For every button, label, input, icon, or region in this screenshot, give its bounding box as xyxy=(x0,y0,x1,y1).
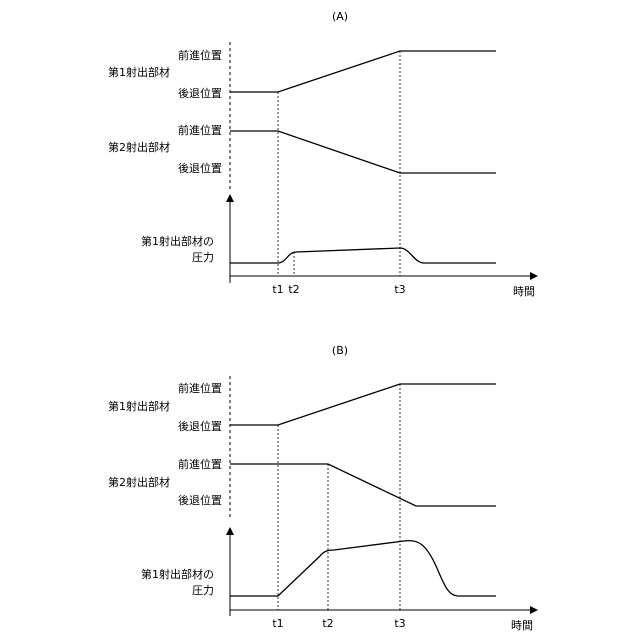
panel-b-t3-label: t3 xyxy=(394,617,405,630)
panel-a-pressure-curve xyxy=(230,248,496,263)
panel-b-pressure-label-2: 圧力 xyxy=(192,584,214,597)
panel-a-pressure-label-1: 第1射出部材の xyxy=(141,234,214,248)
panel-a-t3-label: t3 xyxy=(394,283,405,296)
panel-b-title: (B) xyxy=(332,344,348,357)
panel-a-member2-curve xyxy=(230,131,496,173)
panel-b-member1-label: 第1射出部材 xyxy=(108,399,170,413)
panel-a-pressure-label-2: 圧力 xyxy=(192,251,214,264)
panel-a-t1-label: t1 xyxy=(272,283,283,296)
panel-a-t2-label: t2 xyxy=(288,283,299,296)
panel-b-t2-label: t2 xyxy=(322,617,333,630)
panel-b-m1-forward-label: 前進位置 xyxy=(178,381,222,395)
panel-b-m1-retract-label: 後退位置 xyxy=(178,419,222,433)
panel-b: (B) 前進位置 第1射出部材 後退位置 前進位置 第2射出部材 後退位置 第1… xyxy=(108,344,536,632)
panel-b-t1-label: t1 xyxy=(272,617,283,630)
panel-a-m1-retract-label: 後退位置 xyxy=(178,86,222,100)
panel-a-member1-curve xyxy=(230,51,496,92)
panel-a-time-label: 時間 xyxy=(513,285,535,298)
panel-b-m2-retract-label: 後退位置 xyxy=(178,493,222,507)
panel-b-pressure-label-1: 第1射出部材の xyxy=(141,567,214,581)
panel-b-m2-forward-label: 前進位置 xyxy=(178,457,222,471)
panel-a-m2-forward-label: 前進位置 xyxy=(178,123,222,137)
panel-a-member2-label: 第2射出部材 xyxy=(108,140,170,154)
panel-a-m1-forward-label: 前進位置 xyxy=(178,48,222,62)
panel-b-pressure-curve xyxy=(230,541,496,596)
panel-a-m2-retract-label: 後退位置 xyxy=(178,161,222,175)
panel-b-member1-curve xyxy=(230,384,496,425)
panel-a-title: (A) xyxy=(332,10,348,23)
panel-a: (A) 前進位置 第1射出部材 後退位置 前進位置 第2射出部材 後退位置 第1… xyxy=(108,10,536,298)
panel-b-member2-label: 第2射出部材 xyxy=(108,475,170,489)
panel-a-member1-label: 第1射出部材 xyxy=(108,65,170,79)
panel-b-member2-curve xyxy=(230,464,496,506)
panel-b-time-label: 時間 xyxy=(511,619,533,632)
